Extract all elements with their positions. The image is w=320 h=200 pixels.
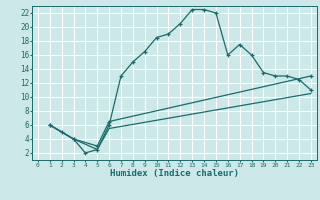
X-axis label: Humidex (Indice chaleur): Humidex (Indice chaleur) xyxy=(110,169,239,178)
